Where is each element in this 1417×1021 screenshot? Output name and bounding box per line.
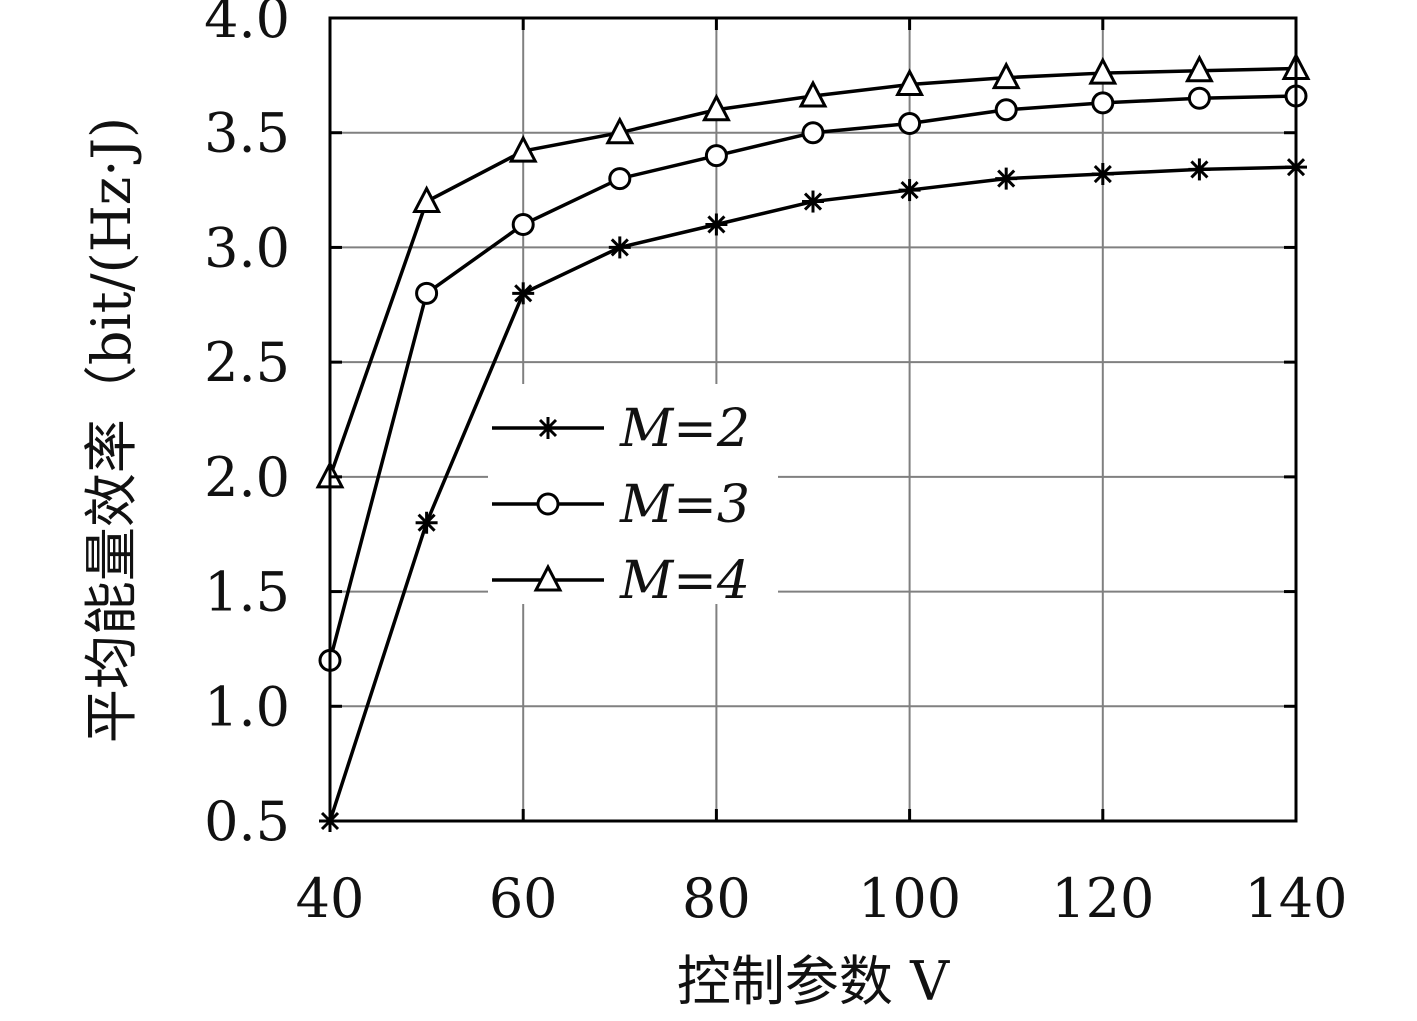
legend-item: M=3: [492, 475, 750, 535]
series-m-3-point-shape: [415, 281, 439, 305]
series-m-3-point: [704, 144, 728, 168]
series-m-3-point-shape: [1091, 91, 1115, 115]
legend-marker: [537, 417, 559, 439]
series-m-2-point-stroke: [900, 181, 919, 200]
series-m-4-point-shape: [701, 93, 731, 122]
series-layer: [315, 52, 1311, 832]
x-axis-label: 控制参数 V: [677, 950, 950, 1013]
series-m-4-point-shape: [895, 68, 925, 97]
series-m-3-point-shape: [994, 98, 1018, 122]
y-axis-label: 平均能量效率（bit/(Hz·J): [80, 117, 143, 743]
series-m-3-point: [608, 167, 632, 191]
y-tick-label: 1.0: [204, 675, 290, 738]
series-m-3-point: [801, 121, 825, 145]
legend-marker: [536, 492, 560, 516]
series-m-4-point: [508, 134, 538, 163]
series-m-4-point: [991, 61, 1021, 90]
series-m-4-point: [1184, 54, 1214, 83]
series-m-2-point: [995, 167, 1018, 190]
legend-marker: [533, 563, 563, 592]
x-tick-label: 80: [682, 867, 751, 930]
series-m-3-point: [511, 212, 535, 236]
legend-marker-stroke: [538, 418, 558, 438]
series-m-4-point-shape: [412, 185, 442, 214]
series-m-4-point-shape: [991, 61, 1021, 90]
legend-label: M=4: [619, 551, 750, 611]
series-m-2-point-stroke: [1190, 160, 1209, 179]
x-tick-label: 140: [1244, 867, 1347, 930]
series-m-2-point: [608, 236, 631, 259]
y-tick-label: 1.5: [204, 561, 290, 624]
x-tick-label: 60: [489, 867, 558, 930]
legend-item: M=4: [492, 551, 750, 611]
series-m-4-point: [605, 116, 635, 145]
legend-item: M=2: [492, 399, 750, 459]
series-m-3-point: [415, 281, 439, 305]
series-m-4: [315, 52, 1311, 489]
y-tick-label: 0.5: [204, 790, 290, 853]
series-m-3-point-shape: [898, 112, 922, 136]
series-m-4-point: [798, 79, 828, 108]
y-tick-label: 3.5: [204, 102, 290, 165]
series-m-3: [318, 84, 1308, 672]
series-m-3-point-shape: [704, 144, 728, 168]
series-m-2-point-stroke: [1093, 164, 1112, 184]
series-m-2-point: [1091, 163, 1114, 186]
y-tick-label: 4.0: [204, 0, 290, 50]
legend-box: [488, 384, 778, 604]
y-tick-label: 3.0: [204, 216, 290, 279]
series-m-2-point: [1188, 158, 1211, 181]
legend-label: M=2: [619, 399, 750, 459]
x-tick-label: 120: [1051, 867, 1154, 930]
series-m-2-point-stroke: [610, 238, 629, 257]
ticks: 40 60 80 100 120 140 0.5 1.0 1.5 2.0 2.5 3.0 3.5 4.0: [204, 0, 1347, 930]
legend: M=2 M=3 M=4: [488, 384, 778, 611]
series-m-2-point-stroke: [514, 284, 533, 303]
y-tick-label: 2.0: [204, 446, 290, 509]
legend-marker-shape: [533, 563, 563, 592]
series-m-3-point-shape: [801, 121, 825, 145]
series-m-4-point-shape: [605, 116, 635, 145]
series-m-3-point: [898, 112, 922, 136]
series-m-2-point-stroke: [803, 192, 823, 211]
series-m-3-point-shape: [1187, 86, 1211, 110]
series-m-3-point-shape: [511, 212, 535, 236]
series-m-4-point-shape: [1184, 54, 1214, 83]
series-m-4-point: [1088, 56, 1118, 85]
series-m-2-point: [705, 213, 728, 236]
plot-frame: [328, 16, 1298, 823]
x-tick-label: 100: [858, 867, 961, 930]
y-tick-label: 2.5: [204, 331, 290, 394]
series-m-2: [319, 156, 1307, 832]
series-m-4-point-shape: [798, 79, 828, 108]
series-m-4-point-shape: [1088, 56, 1118, 85]
legend-marker-shape: [536, 492, 560, 516]
series-m-2-point-stroke: [997, 169, 1016, 188]
series-m-4-point: [895, 68, 925, 97]
series-m-3-line: [328, 94, 1297, 661]
series-m-4-point: [412, 185, 442, 214]
series-m-2-point-stroke: [707, 215, 726, 234]
legend-label: M=3: [619, 475, 750, 535]
series-m-2-point: [898, 179, 921, 202]
series-m-2-point-stroke: [417, 513, 436, 532]
x-tick-label: 40: [296, 867, 365, 930]
series-m-3-point: [994, 98, 1018, 122]
series-m-4-point-shape: [508, 134, 538, 163]
series-m-4-point: [701, 93, 731, 122]
series-m-2-point: [415, 511, 438, 534]
series-m-2-point: [512, 282, 535, 305]
series-m-3-point: [1091, 91, 1115, 115]
series-m-2-line: [328, 165, 1297, 822]
series-m-3-point: [1187, 86, 1211, 110]
series-m-2-point: [802, 190, 824, 213]
series-m-3-point-shape: [608, 167, 632, 191]
